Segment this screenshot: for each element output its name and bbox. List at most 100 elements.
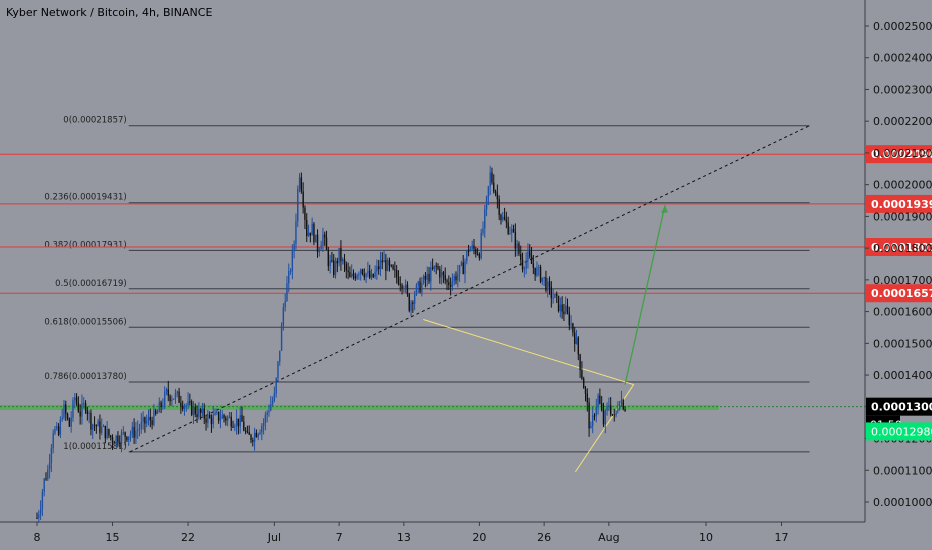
fib-level-label: 0.5(0.00016719) — [55, 279, 127, 289]
candle-body — [361, 269, 364, 274]
candle-body — [45, 478, 47, 480]
candle-body — [404, 284, 407, 289]
candle-body — [624, 409, 626, 412]
current-price-label: 0.00013004 — [871, 401, 932, 414]
candle-body — [235, 418, 238, 427]
candle-body — [101, 426, 103, 433]
candle-body — [221, 415, 223, 419]
fib-level-label: 1(0.00011581) — [63, 442, 126, 452]
candle-body — [81, 403, 83, 417]
candle-body — [119, 442, 121, 444]
candle-body — [280, 325, 283, 351]
triangle-upper-line — [423, 319, 634, 386]
candle-body — [196, 414, 198, 417]
fib-level-label: 0.786(0.00013780) — [44, 372, 126, 382]
triangle-lower-line — [575, 384, 635, 473]
candle-body — [377, 266, 380, 270]
candle-body — [442, 272, 445, 276]
fib-level-label: 0(0.00021857) — [63, 116, 126, 126]
candle-body — [482, 228, 484, 234]
candle-body — [383, 260, 385, 263]
candle-body — [372, 274, 374, 277]
candle-body — [250, 434, 252, 441]
candle-body — [47, 469, 49, 480]
candle-body — [489, 172, 491, 187]
candle-body — [388, 260, 391, 266]
candle-body — [469, 248, 472, 252]
candle-body — [480, 233, 482, 259]
candle-body — [163, 391, 166, 406]
candle-body — [334, 260, 337, 275]
candle-body — [167, 389, 169, 396]
candle-body — [582, 378, 585, 389]
candle-body — [541, 277, 544, 282]
candle-body — [266, 412, 268, 415]
candle-body — [129, 434, 132, 437]
candle-body — [512, 228, 515, 233]
candle-body — [399, 284, 401, 286]
candle-body — [302, 191, 304, 208]
candle-body — [548, 281, 551, 287]
candle-body — [622, 400, 624, 410]
candle-body — [324, 234, 326, 238]
candle-body — [309, 232, 312, 236]
candle-body — [257, 434, 259, 437]
candle-body — [525, 260, 527, 269]
candle-body — [609, 405, 612, 415]
candle-body — [165, 389, 168, 392]
candle-body — [252, 440, 254, 442]
x-tick-label: 26 — [537, 531, 551, 544]
candle-body — [144, 417, 146, 424]
candle-body — [223, 415, 225, 418]
candle-body — [410, 302, 412, 311]
candle-body — [340, 248, 342, 262]
candle-body — [133, 426, 135, 438]
candle-body — [539, 266, 542, 282]
candle-body — [615, 410, 617, 415]
candle-body — [162, 405, 164, 407]
candle-body — [370, 274, 373, 278]
trend-layer — [129, 125, 810, 473]
candle-body — [521, 259, 524, 270]
candle-body — [352, 273, 355, 277]
candle-body — [122, 432, 125, 434]
candle-body — [70, 417, 72, 427]
candle-body — [102, 425, 105, 427]
candle-body — [333, 260, 335, 275]
candle-body — [597, 395, 599, 408]
candle-body — [493, 182, 495, 192]
candle-body — [259, 432, 261, 435]
candle-body — [462, 262, 464, 275]
candle-body — [431, 267, 434, 269]
candle-body — [174, 393, 177, 399]
low-price-tag — [866, 422, 932, 441]
candle-body — [608, 405, 610, 407]
fib-layer: 0(0.00021857) 0.236(0.00019431) 0.382(0.00… — [44, 116, 810, 453]
candle-body — [376, 266, 378, 272]
candle-body — [591, 415, 594, 427]
candle-body — [606, 406, 608, 411]
candle-body — [181, 405, 184, 409]
candle-body — [201, 408, 204, 413]
candle-body — [322, 234, 324, 246]
candle-body — [557, 295, 560, 311]
candle-body — [471, 245, 473, 249]
candle-body — [264, 414, 267, 424]
candle-body — [386, 260, 389, 271]
candle-body — [316, 234, 319, 253]
resistance-price-label: 0.00018035 — [871, 241, 932, 254]
candle-body — [65, 404, 67, 414]
candle-body — [458, 265, 461, 274]
candle-body — [408, 294, 410, 311]
candle-body — [210, 417, 213, 425]
candle-body — [581, 370, 583, 379]
candle-body — [385, 260, 387, 271]
candle-body — [451, 281, 454, 287]
candle-body — [559, 304, 562, 311]
candle-body — [124, 432, 126, 437]
